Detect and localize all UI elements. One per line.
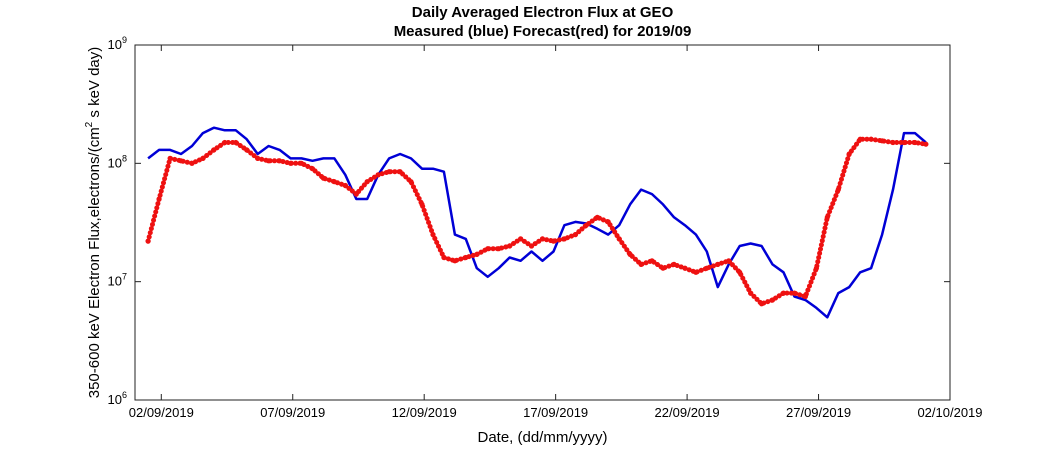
forecast-point [255,155,261,161]
forecast-point [660,265,666,271]
forecast-point [320,175,326,181]
series-line-forecast [145,136,929,307]
forecast-point [780,290,787,296]
x-tick-label: 12/09/2019 [392,405,457,420]
forecast-point [539,236,546,242]
forecast-point [912,139,918,146]
forecast-point [671,261,677,267]
forecast-point [835,187,841,193]
forecast-point [156,196,162,202]
forecast-point [605,219,611,225]
forecast-point [244,147,250,153]
forecast-point [802,293,809,300]
forecast-point [375,172,381,178]
forecast-point [441,254,447,261]
forecast-point [759,301,765,307]
plot-frame [134,44,951,401]
forecast-point [485,246,491,252]
forecast-point [452,258,458,264]
forecast-point [474,251,480,257]
forecast-point [824,214,830,220]
forecast-point [561,236,568,242]
forecast-point [386,169,392,175]
forecast-point [715,261,721,267]
forecast-point [572,232,579,238]
forecast-point [879,138,885,144]
x-tick-label: 17/09/2019 [523,405,588,420]
forecast-point [364,179,370,185]
forecast-point [704,265,710,271]
forecast-point [353,191,359,197]
series-group [145,126,929,319]
forecast-point [594,214,600,220]
axes [134,44,951,401]
forecast-point [583,222,589,228]
forecast-point [550,238,557,244]
y-tick-label: 109 [108,35,127,52]
forecast-point [518,236,524,242]
ticks: 02/09/2019 07/09/2019 12/09/2019 17/09/2019… [108,35,983,420]
forecast-point [189,160,195,166]
forecast-point [616,236,622,242]
forecast-point [222,139,228,146]
forecast-point [638,261,644,267]
x-axis-label: Date, (dd/mm/yyyy) [477,429,607,446]
forecast-point [682,265,688,271]
x-tick-label: 02/10/2019 [917,405,982,420]
forecast-point [298,160,305,166]
forecast-point [748,290,754,296]
forecast-point [791,290,798,296]
forecast-point [923,141,929,147]
chart-subtitle: Measured (blue) Forecast(red) for 2019/0… [393,23,692,40]
forecast-point [167,155,173,161]
forecast-point [627,251,633,257]
forecast-point [857,136,863,142]
forecast-point [868,136,874,142]
forecast-point [726,258,732,264]
chart-title: Daily Averaged Electron Flux at GEO [411,4,674,21]
forecast-point [901,139,907,146]
forecast-point [342,182,348,189]
forecast-point [145,238,151,244]
forecast-point [890,139,896,146]
forecast-point [430,232,436,238]
y-tick-label: 107 [108,272,127,289]
forecast-point [846,151,852,157]
x-tick-label: 27/09/2019 [786,405,851,420]
forecast-point [266,158,272,164]
y-tick-label: 106 [108,390,127,407]
forecast-point [200,155,206,161]
y-axis-label: 350-600 keV Electron Flux,electrons/(cm2… [84,47,103,399]
series-line-measured [147,126,927,319]
forecast-point [331,179,337,185]
forecast-point [397,169,403,175]
forecast-point [507,243,513,249]
forecast-point [211,147,217,153]
forecast-point [496,246,502,252]
forecast-point [737,269,743,275]
forecast-point [288,160,294,166]
x-tick-label: 02/09/2019 [129,405,194,420]
forecast-point [813,265,820,271]
forecast-point [277,158,283,164]
forecast-point [178,158,184,164]
forecast-point [419,201,425,207]
forecast-point [769,297,776,303]
forecast-point [463,254,469,261]
y-tick-label: 108 [108,153,127,170]
forecast-point [693,269,699,275]
x-tick-label: 07/09/2019 [260,405,325,420]
forecast-point [528,243,535,249]
forecast-point [309,166,316,172]
forecast-point [233,139,239,146]
forecast-point [649,258,655,264]
forecast-point [408,179,414,185]
x-tick-label: 22/09/2019 [655,405,720,420]
